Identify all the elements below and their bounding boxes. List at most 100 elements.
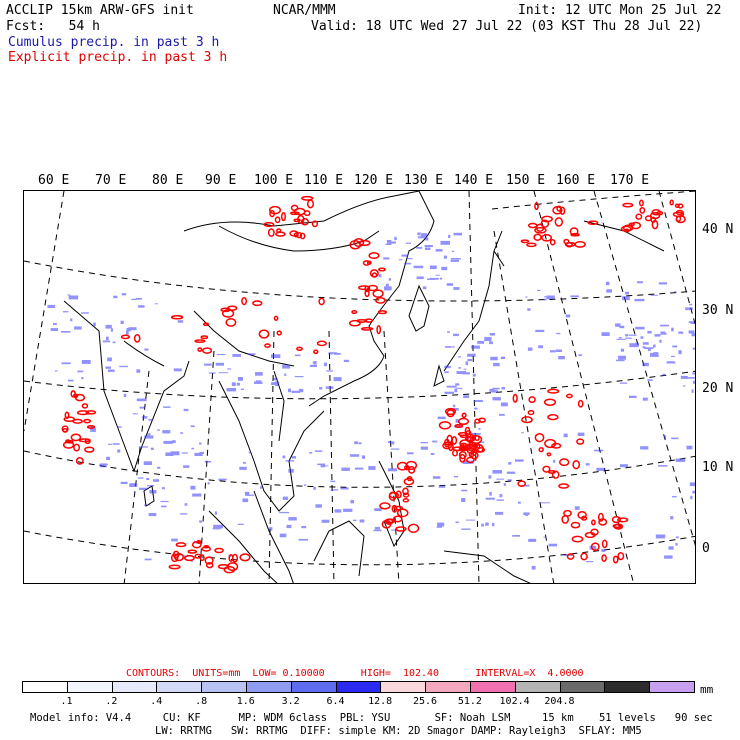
- explicit-contour: [526, 242, 537, 248]
- cumulus-cell: [416, 276, 424, 280]
- cumulus-cell: [678, 331, 684, 334]
- explicit-contour: [384, 518, 396, 524]
- cumulus-cell: [147, 433, 151, 437]
- cumulus-cell: [546, 295, 555, 300]
- cumulus-cell: [385, 283, 389, 287]
- cumulus-cell: [489, 491, 492, 496]
- cumulus-cell: [660, 332, 667, 335]
- cumulus-cell: [132, 413, 138, 415]
- explicit-contour: [348, 319, 361, 327]
- cumulus-cell: [100, 463, 107, 468]
- cumulus-cell: [301, 526, 307, 529]
- cumulus-cell: [239, 466, 247, 470]
- cumulus-cell: [273, 377, 278, 381]
- cumulus-cell: [642, 362, 649, 367]
- cumulus-cell: [501, 387, 506, 390]
- cumulus-cell: [515, 459, 524, 462]
- explicit-contour: [214, 547, 224, 554]
- explicit-contour: [371, 272, 378, 278]
- lon-label-9: 150 E: [506, 173, 546, 188]
- cumulus-cell: [484, 337, 492, 342]
- explicit-contour: [521, 416, 533, 424]
- explicit-contour: [542, 465, 551, 473]
- cumulus-cell: [279, 511, 290, 514]
- cumulus-cell: [216, 354, 226, 356]
- explicit-contour: [379, 502, 391, 510]
- explicit-contour: [274, 216, 281, 224]
- explicit-contour: [70, 433, 82, 442]
- cumulus-cell: [162, 487, 165, 490]
- explicit-contour: [364, 285, 371, 293]
- cumulus-cell: [424, 247, 431, 250]
- explicit-contour: [375, 297, 386, 304]
- precipitation-map: [23, 190, 696, 584]
- explicit-contour: [299, 232, 306, 240]
- explicit-contour: [587, 220, 599, 226]
- cumulus-cell: [525, 514, 528, 516]
- cumulus-cell: [325, 386, 334, 389]
- cumulus-cell: [659, 339, 662, 343]
- cumulus-cell: [437, 416, 446, 420]
- cumulus-cell: [675, 458, 686, 462]
- cumulus-cell: [521, 432, 524, 434]
- explicit-contour: [538, 446, 544, 453]
- explicit-contour: [576, 438, 585, 445]
- cumulus-cell: [432, 476, 441, 479]
- cumulus-cell: [499, 494, 503, 498]
- lat-lon-grid: [24, 191, 695, 583]
- explicit-contour: [74, 393, 86, 402]
- color-bar-label-0: .1: [60, 696, 73, 707]
- color-bar-label-7: 12.8: [368, 696, 393, 707]
- cumulus-cell: [647, 379, 653, 381]
- cumulus-cell: [191, 447, 194, 450]
- explicit-contour: [468, 441, 474, 449]
- cumulus-cell: [474, 400, 483, 402]
- cumulus-cell: [139, 406, 146, 409]
- cumulus-cell: [108, 443, 113, 445]
- explicit-contour: [675, 215, 682, 222]
- cumulus-cell: [163, 406, 171, 408]
- cumulus-cell: [77, 370, 84, 373]
- explicit-contour: [362, 260, 371, 266]
- lat-label-0: 40 N: [702, 222, 734, 237]
- cumulus-cell: [184, 503, 188, 506]
- explicit-contour: [368, 252, 380, 260]
- cumulus-cell: [334, 509, 342, 513]
- explicit-contour: [239, 553, 251, 562]
- cumulus-cell: [53, 323, 57, 325]
- cumulus-cell: [655, 534, 666, 539]
- color-bar-label-5: 3.2: [281, 696, 300, 707]
- cumulus-cell: [123, 393, 127, 397]
- explicit-contour: [199, 554, 205, 562]
- explicit-contour: [541, 233, 553, 242]
- explicit-contour: [273, 315, 279, 321]
- cumulus-cell: [153, 479, 160, 482]
- cumulus-cell: [422, 286, 427, 290]
- cumulus-cell: [288, 469, 294, 473]
- color-bar-swatch-13: [605, 682, 651, 692]
- cumulus-cell: [298, 538, 308, 541]
- cumulus-cell: [450, 259, 459, 262]
- cumulus-cell: [319, 387, 323, 390]
- lon-90-line: [198, 350, 215, 583]
- cumulus-cell: [625, 334, 628, 337]
- cumulus-cell: [640, 336, 644, 339]
- cumulus-cell: [139, 487, 149, 490]
- lat-label-4: 0: [702, 541, 710, 556]
- explicit-contour: [280, 212, 287, 222]
- cumulus-cell: [328, 352, 333, 355]
- explicit-contour: [549, 239, 556, 246]
- cumulus-cell: [407, 452, 414, 455]
- cumulus-cell: [503, 483, 506, 486]
- cumulus-cell: [303, 484, 307, 486]
- cumulus-cell: [425, 237, 429, 241]
- cumulus-cell: [528, 538, 537, 542]
- lon-label-7: 130 E: [404, 173, 444, 188]
- explicit-contour: [391, 504, 398, 513]
- new-guinea-coast: [443, 550, 531, 583]
- cumulus-cell: [463, 395, 470, 398]
- cumulus-cell: [405, 242, 411, 244]
- explicit-contour: [290, 204, 299, 212]
- cumulus-cell: [543, 298, 547, 301]
- cumulus-cell: [128, 327, 137, 331]
